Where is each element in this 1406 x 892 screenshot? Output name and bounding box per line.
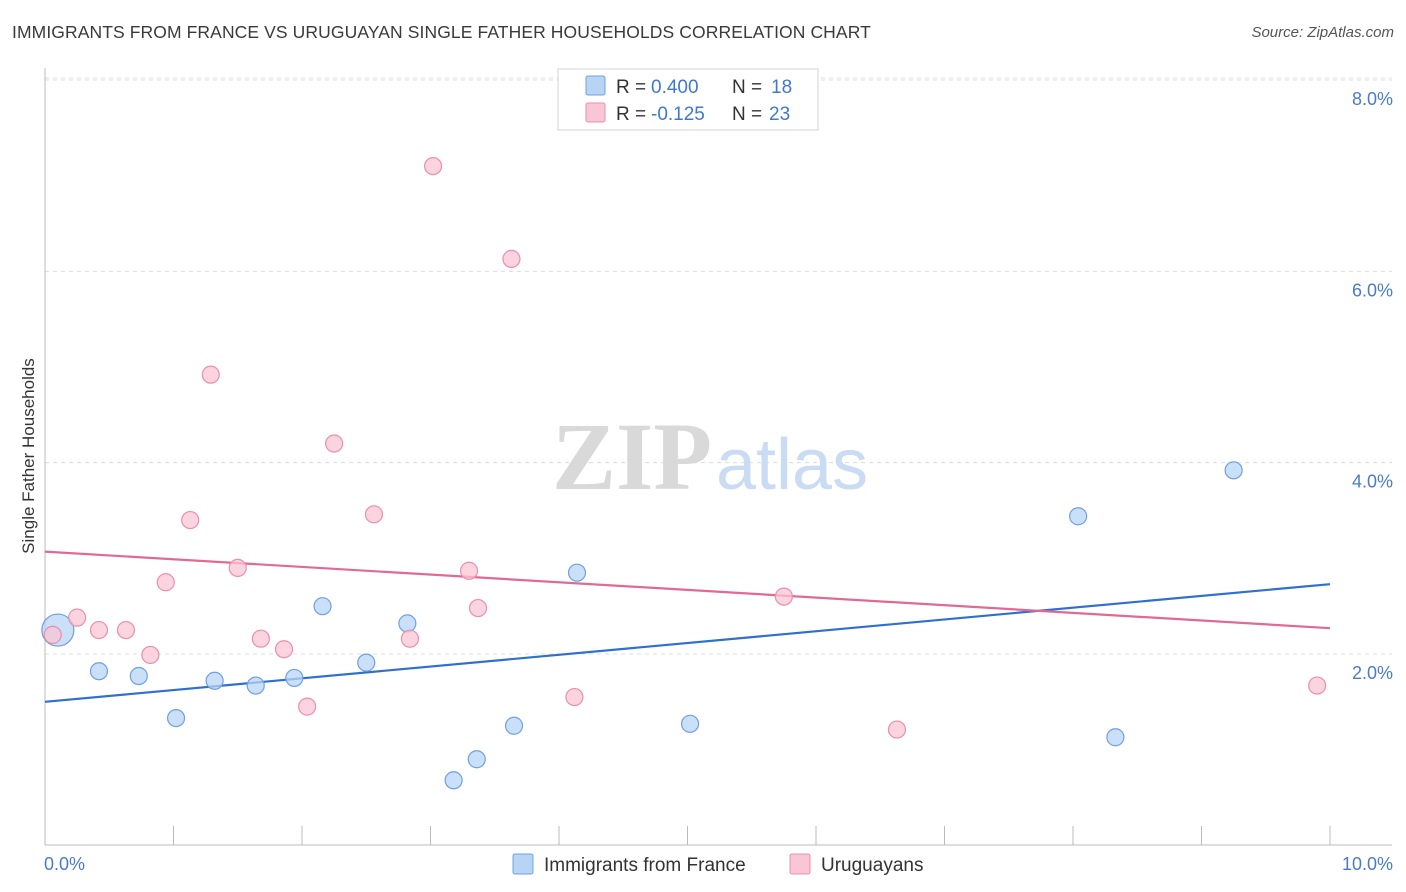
france-point-8 (357, 653, 376, 672)
legend-n-label-1: N = (732, 77, 762, 98)
watermark-zip: ZIP (552, 403, 712, 510)
series-legend-label-uruguayans: Uruguayans (821, 855, 923, 876)
france-point-7 (313, 597, 332, 616)
uruguayans-point-11 (298, 697, 317, 716)
source-credit: Source: ZipAtlas.com (1251, 24, 1394, 41)
france-point-3 (166, 708, 186, 728)
uruguayans-point-16 (459, 561, 479, 580)
y-axis-label: Single Father Households (19, 358, 38, 554)
france-point-5 (246, 676, 265, 695)
tick-labels: 2.0% 4.0% 6.0% 8.0% 0.0% 10.0% (44, 89, 1393, 874)
x-tick-label-min: 0.0% (44, 854, 85, 874)
uruguayans-point-21 (887, 720, 907, 739)
axes (44, 68, 1392, 846)
uruguayans-point-2 (89, 620, 109, 640)
uruguayans-point-8 (228, 558, 247, 578)
france-point-15 (1069, 507, 1088, 526)
uruguayans-point-13 (364, 505, 384, 524)
y-tick-label-3: 8.0% (1352, 89, 1393, 109)
france-point-2 (129, 666, 148, 686)
legend-r-value-1: 0.400 (651, 77, 699, 98)
uruguayans-point-7 (201, 365, 220, 384)
uruguayans-point-1 (68, 608, 87, 627)
y-tick-label-1: 4.0% (1352, 472, 1393, 492)
uruguayans-point-0 (43, 625, 62, 644)
uruguayans-point-3 (116, 620, 136, 640)
uruguayans-point-12 (325, 434, 344, 453)
france-point-13 (567, 563, 587, 582)
legend-n-value-2: 23 (769, 104, 790, 125)
uruguayans-point-14 (400, 629, 420, 648)
uruguayans-trend-line (44, 550, 1331, 630)
france-point-1 (89, 662, 109, 681)
legend-swatch-pink (585, 102, 606, 123)
series-legend-label-france: Immigrants from France (544, 855, 746, 876)
grid-lines (45, 77, 1392, 655)
legend-n-value-1: 18 (771, 77, 792, 98)
france-trend-line (44, 583, 1331, 703)
watermark-atlas: atlas (716, 425, 868, 505)
france-point-10 (444, 771, 463, 790)
uruguayans-point-4 (141, 645, 160, 665)
uruguayans-point-18 (502, 249, 521, 268)
uruguayans-point-17 (468, 598, 488, 618)
uruguayans-point-20 (774, 587, 793, 606)
legend-r-label-1: R = (616, 77, 646, 98)
y-tick-label-0: 2.0% (1352, 663, 1393, 683)
watermark: ZIP atlas (552, 403, 868, 510)
uruguayans-point-6 (181, 510, 200, 530)
legend-r-label-2: R = (616, 104, 646, 125)
uruguayans-point-19 (565, 687, 584, 707)
uruguayans-point-9 (251, 629, 270, 648)
france-point-9 (398, 614, 417, 633)
series-legend-swatch-france (512, 853, 534, 875)
uruguayans-point-22 (1308, 676, 1327, 695)
uruguayans-point-5 (156, 573, 175, 592)
series-legend: Immigrants from France Uruguayans (512, 853, 923, 876)
chart-title: IMMIGRANTS FROM FRANCE VS URUGUAYAN SING… (12, 22, 871, 42)
france-point-12 (504, 716, 524, 735)
france-point-4 (205, 671, 224, 690)
france-point-16 (1106, 728, 1125, 747)
series-legend-swatch-uruguayans (789, 853, 811, 875)
uruguayans-point-10 (274, 640, 294, 659)
france-point-14 (680, 714, 700, 733)
data-points (41, 157, 1327, 790)
x-tick-label-max: 10.0% (1342, 854, 1393, 874)
legend-r-value-2: -0.125 (651, 104, 705, 125)
correlation-legend: R = 0.400 N = 18 R = -0.125 N = 23 (557, 68, 819, 131)
y-tick-label-2: 6.0% (1352, 280, 1393, 300)
france-point-17 (1224, 461, 1243, 480)
france-point-11 (467, 750, 486, 769)
france-point-6 (285, 668, 304, 688)
uruguayans-point-15 (423, 157, 443, 176)
legend-swatch-blue (585, 75, 606, 96)
legend-n-label-2: N = (732, 104, 762, 125)
